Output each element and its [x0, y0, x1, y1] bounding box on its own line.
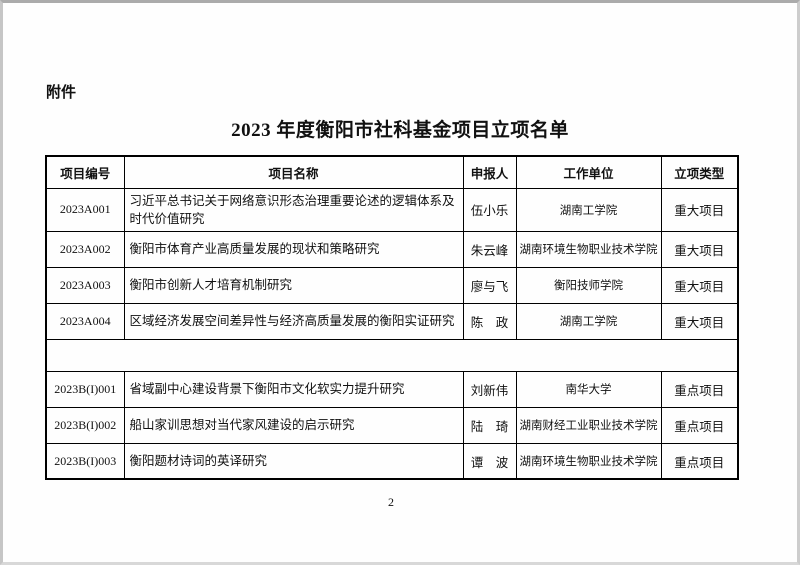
project-code-cell: 2023A003 [45, 266, 125, 304]
project-name-cell: 习近平总书记关于网络意识形态治理重要论述的逻辑体系及时代价值研究 [123, 187, 464, 232]
table-row: 2023A004 区域经济发展空间差异性与经济高质量发展的衡阳实证研究 陈 政 … [45, 302, 739, 340]
page-title: 2023 年度衡阳市社科基金项目立项名单 [231, 120, 569, 141]
project-name-cell: 衡阳市体育产业高质量发展的现状和策略研究 [123, 230, 464, 268]
attachment-label: 附件 [46, 84, 77, 101]
applicant-cell: 陈 政 [462, 302, 517, 340]
header-row: 项目编号 项目名称 申报人 工作单位 立项类型 [45, 155, 739, 189]
project-code-cell: 2023A001 [45, 187, 125, 232]
applicant-cell: 谭 波 [462, 442, 517, 480]
table-row: 2023B(I)002 船山家训思想对当代家风建设的启示研究 陆 琦 湖南财经工… [45, 406, 739, 444]
project-code-cell: 2023A002 [45, 230, 125, 268]
header-cell-work-unit: 工作单位 [515, 155, 662, 189]
header-cell-project-name: 项目名称 [123, 155, 464, 189]
work-unit-cell: 南华大学 [515, 370, 662, 408]
work-unit-cell: 湖南财经工业职业技术学院 [515, 406, 662, 444]
project-code-cell: 2023B(I)003 [45, 442, 125, 480]
work-unit-cell: 衡阳技师学院 [515, 266, 662, 304]
empty-row [45, 338, 739, 372]
applicant-cell: 廖与飞 [462, 266, 517, 304]
project-name-cell: 区域经济发展空间差异性与经济高质量发展的衡阳实证研究 [123, 302, 464, 340]
project-type-cell: 重大项目 [660, 302, 739, 340]
work-unit-cell: 湖南工学院 [515, 187, 662, 232]
header-cell-project-code: 项目编号 [45, 155, 125, 189]
project-type-cell: 重大项目 [660, 230, 739, 268]
project-type-cell: 重点项目 [660, 442, 739, 480]
applicant-cell: 朱云峰 [462, 230, 517, 268]
empty-merged-cell [45, 338, 739, 372]
project-type-cell: 重点项目 [660, 370, 739, 408]
applicant-cell: 伍小乐 [462, 187, 517, 232]
table-row: 2023B(I)003 衡阳题材诗词的英译研究 谭 波 湖南环境生物职业技术学院… [45, 442, 739, 480]
table-row: 2023A001 习近平总书记关于网络意识形态治理重要论述的逻辑体系及时代价值研… [45, 187, 739, 232]
work-unit-cell: 湖南环境生物职业技术学院 [515, 442, 662, 480]
project-type-cell: 重点项目 [660, 406, 739, 444]
header-cell-applicant: 申报人 [462, 155, 517, 189]
table-row: 2023A002 衡阳市体育产业高质量发展的现状和策略研究 朱云峰 湖南环境生物… [45, 230, 739, 268]
header-cell-project-type: 立项类型 [660, 155, 739, 189]
project-name-cell: 衡阳市创新人才培育机制研究 [123, 266, 464, 304]
project-name-cell: 衡阳题材诗词的英译研究 [123, 442, 464, 480]
projects-table: 项目编号 项目名称 申报人 工作单位 立项类型 2023A001 习近平总书记关… [45, 155, 739, 481]
page-number: 2 [388, 495, 394, 509]
project-type-cell: 重大项目 [660, 266, 739, 304]
applicant-cell: 陆 琦 [462, 406, 517, 444]
project-code-cell: 2023A004 [45, 302, 125, 340]
project-code-cell: 2023B(I)002 [45, 406, 125, 444]
table-row: 2023A003 衡阳市创新人才培育机制研究 廖与飞 衡阳技师学院 重大项目 [45, 266, 739, 304]
project-type-cell: 重大项目 [660, 187, 739, 232]
work-unit-cell: 湖南工学院 [515, 302, 662, 340]
project-name-cell: 船山家训思想对当代家风建设的启示研究 [123, 406, 464, 444]
project-name-cell: 省域副中心建设背景下衡阳市文化软实力提升研究 [123, 370, 464, 408]
project-code-cell: 2023B(I)001 [45, 370, 125, 408]
work-unit-cell: 湖南环境生物职业技术学院 [515, 230, 662, 268]
table-row: 2023B(I)001 省域副中心建设背景下衡阳市文化软实力提升研究 刘新伟 南… [45, 370, 739, 408]
applicant-cell: 刘新伟 [462, 370, 517, 408]
